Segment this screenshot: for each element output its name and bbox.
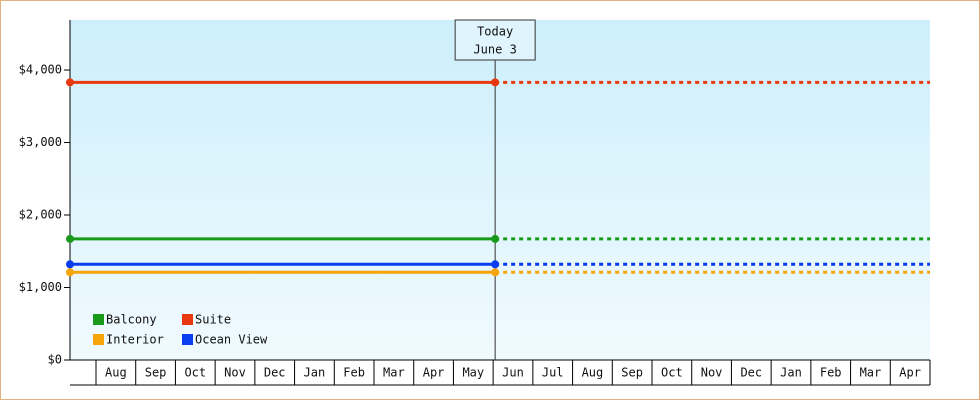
price-point (66, 78, 74, 87)
price-point (491, 260, 500, 269)
y-tick-label: $4,000 (19, 63, 62, 77)
x-tick-label: Jan (780, 366, 802, 380)
x-tick-label: Oct (661, 366, 683, 380)
x-tick-label: Mar (383, 366, 405, 380)
legend-label: Ocean View (195, 333, 268, 347)
y-tick-label: $1,000 (19, 280, 62, 294)
x-tick-label: Mar (860, 366, 882, 380)
legend-label: Interior (106, 333, 164, 347)
legend-swatch (93, 314, 104, 325)
x-tick-label: Dec (740, 366, 762, 380)
x-tick-label: Sep (621, 366, 643, 380)
today-label: June 3 (473, 43, 516, 57)
x-tick-label: Nov (224, 366, 246, 380)
price-point (491, 78, 500, 87)
x-tick-label: Oct (184, 366, 206, 380)
y-tick-label: $0 (48, 353, 62, 367)
y-tick-label: $2,000 (19, 208, 62, 222)
legend-label: Balcony (106, 313, 157, 327)
x-tick-label: Jul (542, 366, 564, 380)
legend-label: Suite (195, 313, 231, 327)
legend-swatch (182, 334, 193, 345)
today-box (454, 19, 536, 61)
x-tick-label: Feb (820, 366, 842, 380)
x-tick-label: Jun (502, 366, 524, 380)
y-tick-label: $3,000 (19, 135, 62, 149)
x-tick-label: Feb (343, 366, 365, 380)
x-tick-label: Aug (105, 366, 127, 380)
today-label: Today (477, 25, 513, 39)
x-tick-label: Sep (145, 366, 167, 380)
price-point (66, 234, 74, 243)
price-point (66, 268, 74, 277)
x-tick-label: Nov (701, 366, 723, 380)
x-tick-label: Jan (304, 366, 326, 380)
price-point (491, 234, 500, 243)
plot-area (70, 20, 930, 360)
x-tick-label: May (462, 366, 484, 380)
x-tick-label: Apr (899, 366, 921, 380)
x-tick-label: Aug (582, 366, 604, 380)
x-tick-label: Apr (423, 366, 445, 380)
legend-swatch (93, 334, 104, 345)
price-point (491, 268, 500, 277)
legend-swatch (182, 314, 193, 325)
price-point (66, 260, 74, 269)
x-tick-label: Dec (264, 366, 286, 380)
